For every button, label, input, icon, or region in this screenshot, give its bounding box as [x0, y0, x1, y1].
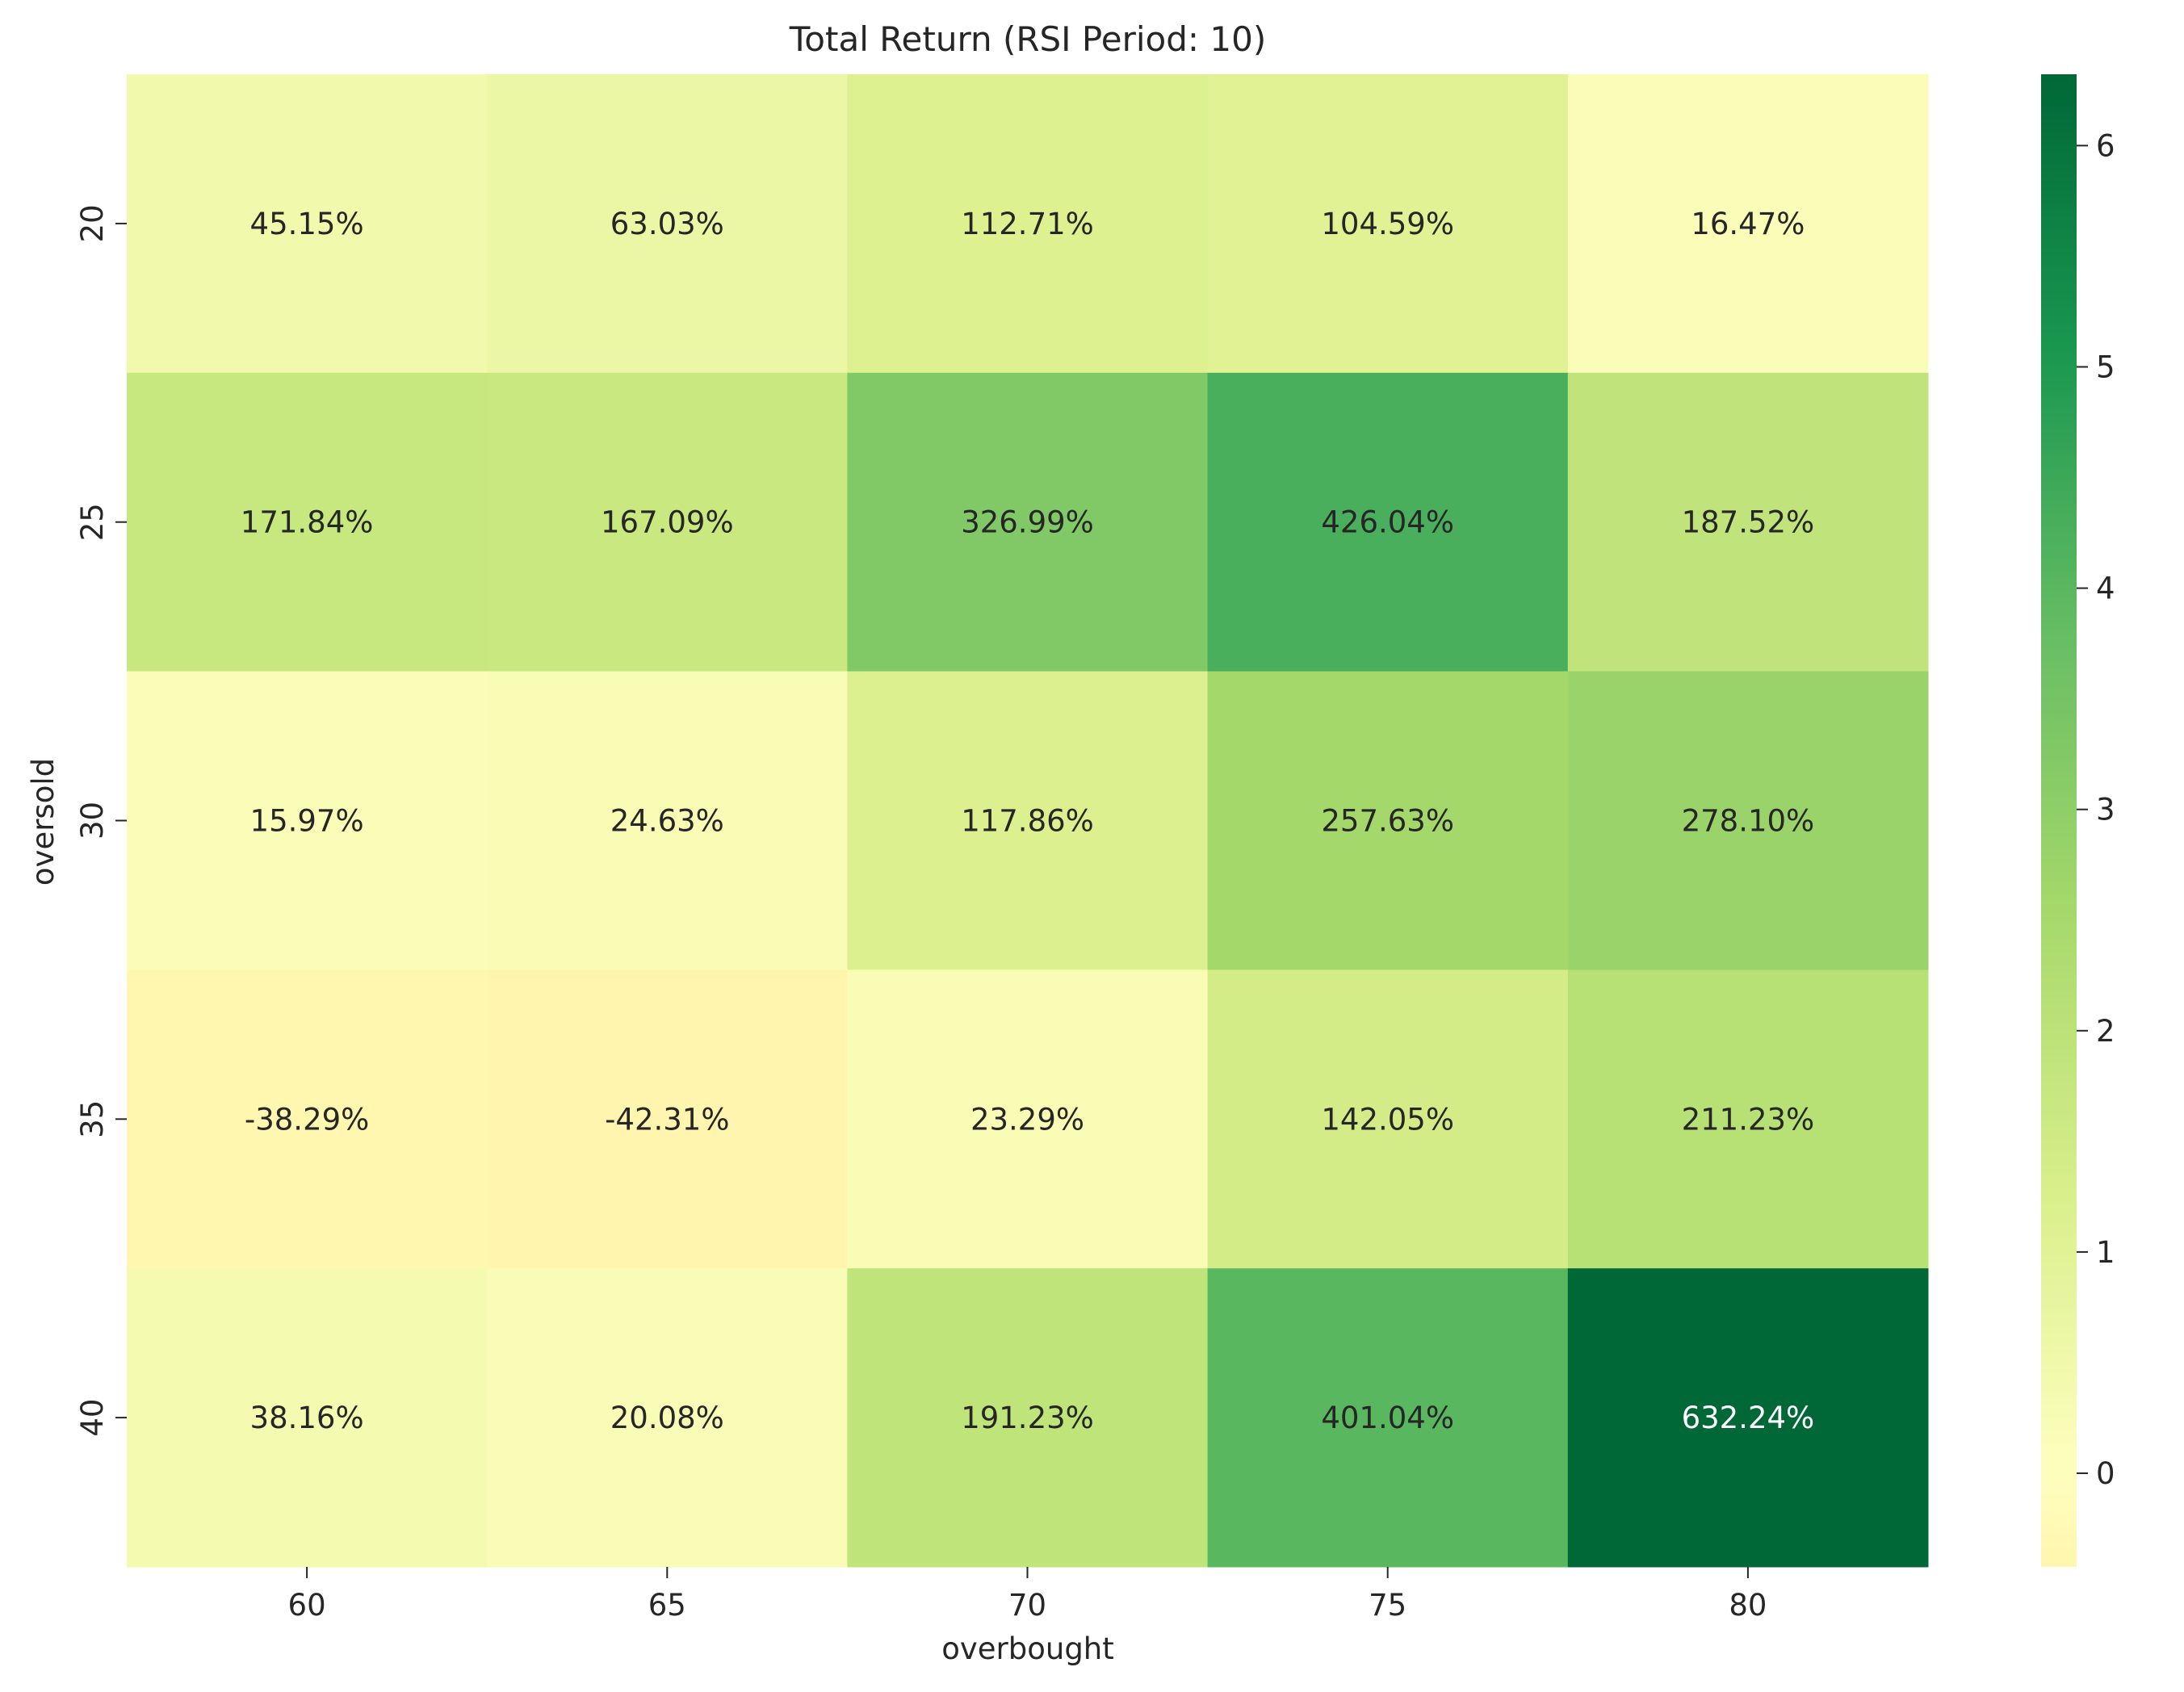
- heatmap-cell: [487, 1268, 848, 1568]
- cell-value-label: 15.97%: [250, 804, 364, 839]
- colorbar-tick-label: 4: [2096, 572, 2115, 606]
- heatmap-cell: [487, 970, 848, 1269]
- heatmap-cell: [1207, 970, 1569, 1269]
- cell-value-label: 104.59%: [1321, 207, 1454, 241]
- cell-value-label: 326.99%: [961, 505, 1094, 540]
- x-tick-label: 80: [1729, 1588, 1767, 1623]
- heatmap-cell: [1567, 74, 1929, 374]
- heatmap-cell: [487, 671, 848, 970]
- cell-value-label: 112.71%: [961, 207, 1094, 241]
- cell-value-label: 171.84%: [241, 505, 374, 540]
- cell-value-label: 45.15%: [250, 207, 364, 241]
- cell-value-label: 24.63%: [610, 804, 724, 839]
- heatmap-cell: [1207, 1268, 1569, 1568]
- cell-value-label: 38.16%: [250, 1401, 364, 1435]
- heatmap-cell: [1567, 1268, 1929, 1568]
- colorbar-tick-label: 5: [2096, 350, 2115, 384]
- x-axis-label: overbought: [941, 1631, 1114, 1666]
- heatmap-cells: [127, 74, 1929, 1568]
- y-tick-label: 40: [75, 1399, 110, 1437]
- heatmap-cell: [127, 1268, 488, 1568]
- heatmap-cell: [1567, 671, 1929, 970]
- cell-value-label: 16.47%: [1691, 207, 1805, 241]
- y-tick-label: 25: [75, 503, 110, 541]
- colorbar-tick-label: 0: [2096, 1456, 2115, 1491]
- colorbar-gradient: [2041, 74, 2077, 1567]
- heatmap-cell: [487, 372, 848, 672]
- x-axis: 60 65 70 75 80: [288, 1567, 1767, 1623]
- y-axis-label: oversold: [26, 758, 61, 886]
- heatmap-cell: [1207, 372, 1569, 672]
- chart-title: Total Return (RSI Period: 10): [789, 19, 1266, 59]
- heatmap-cell: [127, 74, 488, 374]
- cell-value-label: 632.24%: [1682, 1401, 1815, 1435]
- y-tick-label: 20: [75, 204, 110, 242]
- cell-value-label: 187.52%: [1682, 505, 1815, 540]
- heatmap-cell: [847, 74, 1209, 374]
- heatmap-cell: [847, 372, 1209, 672]
- x-tick-label: 75: [1369, 1588, 1406, 1623]
- cell-value-label: 63.03%: [610, 207, 724, 241]
- colorbar-tick-label: 2: [2096, 1014, 2115, 1049]
- heatmap-cell: [1207, 671, 1569, 970]
- heatmap-cell: [127, 970, 488, 1269]
- colorbar-tick-label: 3: [2096, 793, 2115, 827]
- cell-value-label: 257.63%: [1321, 804, 1454, 839]
- heatmap-cell: [1567, 970, 1929, 1269]
- colorbar-tick-label: 6: [2096, 128, 2115, 163]
- y-tick-label: 35: [75, 1100, 110, 1138]
- colorbar: 0 1 2 3 4 5 6: [2041, 74, 2115, 1567]
- cell-value-label: -38.29%: [245, 1102, 369, 1137]
- cell-value-label: 20.08%: [610, 1401, 724, 1435]
- y-axis: 20 25 30 35 40: [75, 204, 127, 1437]
- heatmap-cell: [847, 970, 1209, 1269]
- cell-value-label: -42.31%: [605, 1102, 729, 1137]
- cell-value-label: 142.05%: [1321, 1102, 1454, 1137]
- heatmap-cell: [1207, 74, 1569, 374]
- heatmap-cell: [127, 372, 488, 672]
- heatmap-cell-labels: 45.15% 63.03% 112.71% 104.59% 16.47% 171.84% 1…: [241, 207, 1814, 1435]
- heatmap-cell: [847, 671, 1209, 970]
- cell-value-label: 167.09%: [601, 505, 734, 540]
- cell-value-label: 401.04%: [1321, 1401, 1454, 1435]
- colorbar-tick-label: 1: [2096, 1235, 2115, 1270]
- heatmap-cell: [127, 671, 488, 970]
- cell-value-label: 191.23%: [961, 1401, 1094, 1435]
- heatmap-cell: [847, 1268, 1209, 1568]
- x-tick-label: 65: [648, 1588, 686, 1623]
- y-tick-label: 30: [75, 802, 110, 840]
- cell-value-label: 211.23%: [1682, 1102, 1815, 1137]
- heatmap-cell: [1567, 372, 1929, 672]
- heatmap-cell: [487, 74, 848, 374]
- x-tick-label: 70: [1008, 1588, 1046, 1623]
- cell-value-label: 278.10%: [1682, 804, 1815, 839]
- cell-value-label: 426.04%: [1321, 505, 1454, 540]
- cell-value-label: 117.86%: [961, 804, 1094, 839]
- cell-value-label: 23.29%: [970, 1102, 1084, 1137]
- x-tick-label: 60: [288, 1588, 326, 1623]
